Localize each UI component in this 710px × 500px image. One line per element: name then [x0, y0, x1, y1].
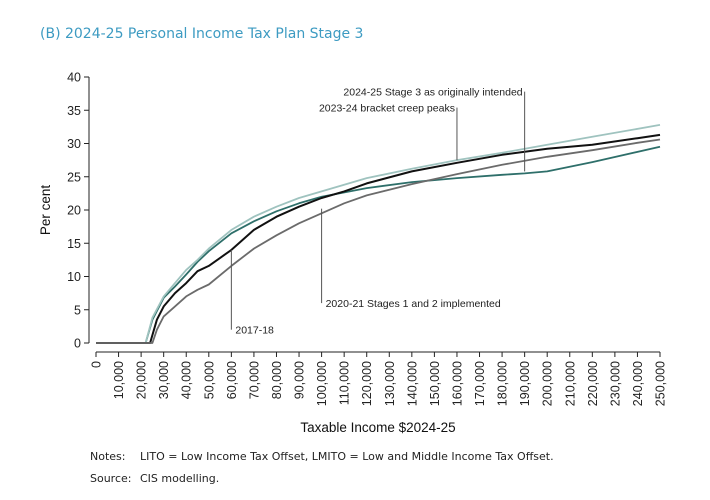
x-tick-label: 230,000 [608, 361, 622, 406]
x-tick-label: 30,000 [157, 361, 171, 399]
y-tick-label: 40 [67, 71, 81, 85]
y-tick-label: 30 [67, 137, 81, 151]
x-tick-label: 150,000 [428, 361, 442, 406]
x-tick-label: 0 [90, 361, 104, 368]
x-tick-label: 10,000 [112, 361, 126, 399]
y-tick-label: 15 [67, 237, 81, 251]
x-tick-label: 50,000 [202, 361, 216, 399]
x-tick-label: 70,000 [247, 361, 261, 399]
y-axis-title: Per cent [38, 185, 53, 236]
source-line: Source: CIS modelling. [90, 472, 219, 485]
x-tick-label: 170,000 [473, 361, 487, 406]
x-tick-label: 40,000 [180, 361, 194, 399]
y-tick-label: 20 [67, 204, 81, 218]
x-axis-title: Taxable Income $2024-25 [300, 420, 455, 435]
notes-key: Notes: [90, 450, 126, 463]
x-tick-label: 140,000 [405, 361, 419, 406]
x-tick-label: 160,000 [450, 361, 464, 406]
series-line-3 [96, 138, 661, 344]
y-tick-label: 5 [74, 303, 81, 317]
y-tick-label: 10 [67, 270, 81, 284]
x-tick-label: 180,000 [496, 361, 510, 406]
x-tick-label: 210,000 [563, 361, 577, 406]
series-lines [96, 124, 661, 344]
x-tick-label: 220,000 [586, 361, 600, 406]
annotations: 2024-25 Stage 3 as originally intended 20… [230, 87, 526, 337]
notes-line: Notes: LITO = Low Income Tax Offset, LMIT… [90, 450, 554, 463]
source-key: Source: [90, 472, 132, 485]
x-tick-label: 120,000 [360, 361, 374, 406]
annotation-label: 2024-25 Stage 3 as originally intended [343, 87, 522, 99]
x-tick-label: 190,000 [518, 361, 532, 406]
notes-text: LITO = Low Income Tax Offset, LMITO = Lo… [140, 450, 554, 463]
annotation-label: 2017-18 [235, 325, 274, 337]
x-tick-label: 20,000 [135, 361, 149, 399]
x-tick-label: 110,000 [338, 361, 352, 405]
y-tick-label: 0 [74, 337, 81, 351]
x-tick-label: 240,000 [631, 361, 645, 406]
annotation-label: 2023-24 bracket creep peaks [319, 103, 455, 115]
source-text: CIS modelling. [140, 472, 220, 485]
series-line-0 [96, 145, 661, 344]
x-tick-label: 80,000 [270, 361, 284, 399]
line-chart: 0 5 10 15 20 25 30 35 40 0 10,000 20,000 30,000 40,00… [38, 71, 668, 436]
annotation-label: 2020-21 Stages 1 and 2 implemented [326, 298, 501, 310]
x-tick-label: 130,000 [383, 361, 397, 406]
x-tick-label: 90,000 [293, 361, 307, 399]
y-tick-label: 35 [67, 104, 81, 118]
chart-title: (B) 2024-25 Personal Income Tax Plan Sta… [40, 26, 364, 42]
y-tick-label: 25 [67, 170, 81, 184]
series-line-2 [96, 133, 661, 344]
x-tick-label: 200,000 [541, 361, 555, 406]
axes: 0 5 10 15 20 25 30 35 40 0 10,000 20,000 30,000 40,00… [67, 71, 667, 407]
x-tick-label: 100,000 [315, 361, 329, 406]
x-tick-label: 60,000 [225, 361, 239, 399]
x-tick-label: 250,000 [654, 361, 668, 406]
series-line-1 [96, 124, 661, 344]
